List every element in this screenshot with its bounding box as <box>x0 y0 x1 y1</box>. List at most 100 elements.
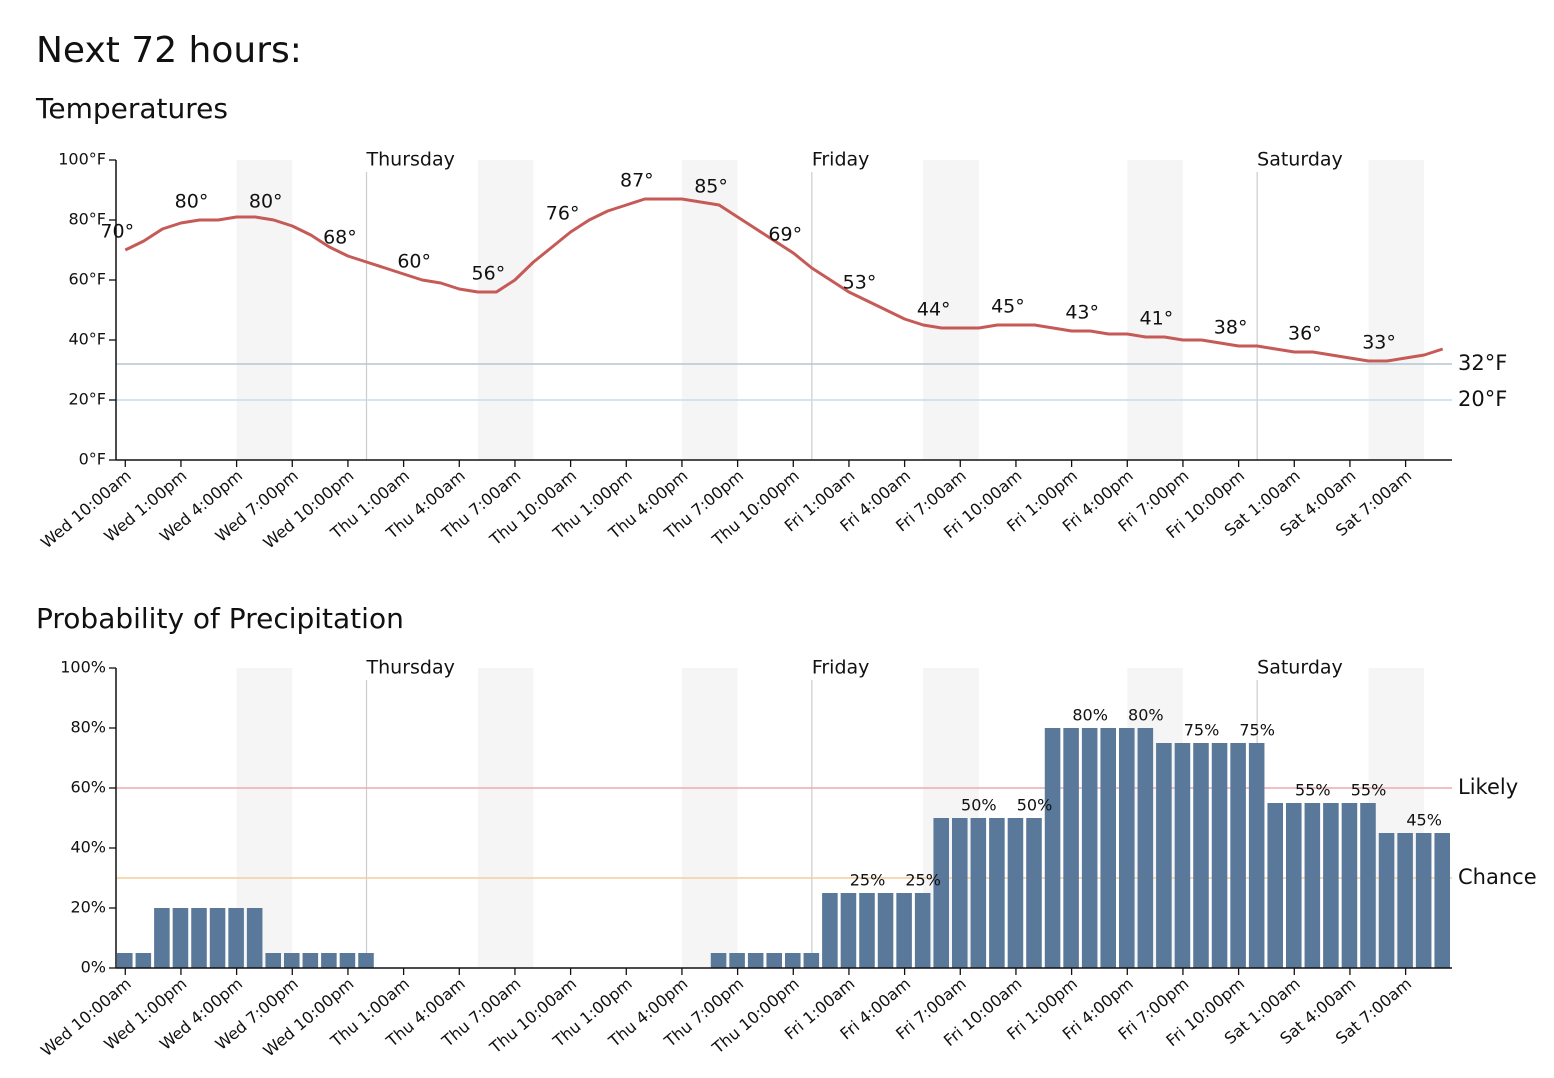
bar <box>747 953 764 968</box>
bar <box>877 893 894 968</box>
bar <box>1230 743 1246 968</box>
bar <box>154 908 170 968</box>
bar <box>1063 728 1079 968</box>
data-label: 41° <box>1140 308 1174 330</box>
bar <box>1341 803 1358 968</box>
data-label: 56° <box>472 263 506 285</box>
data-label: 85° <box>694 176 728 198</box>
data-label: 80% <box>1072 706 1108 725</box>
data-label: 53° <box>843 272 877 294</box>
bar <box>840 893 857 968</box>
y-tick-label: 80% <box>70 718 106 737</box>
data-label: 80° <box>249 191 283 213</box>
data-label: 55% <box>1351 781 1387 800</box>
bar <box>1119 728 1135 968</box>
bar <box>989 818 1005 968</box>
bar <box>1044 728 1061 968</box>
bar <box>766 953 782 968</box>
data-label: 75% <box>1239 721 1275 740</box>
night-band <box>1368 160 1425 460</box>
bar <box>284 953 300 968</box>
data-label: 69° <box>768 224 802 246</box>
y-tick-label: 60°F <box>68 270 106 289</box>
bar <box>246 908 263 968</box>
night-band <box>923 668 979 968</box>
reference-label: 32°F <box>1458 351 1507 375</box>
bar <box>785 953 801 968</box>
bar <box>265 953 281 968</box>
data-label: 70° <box>100 221 134 243</box>
y-tick-label: 0°F <box>79 450 106 469</box>
data-label: 50% <box>1017 796 1053 815</box>
data-label: 68° <box>323 227 357 249</box>
bar <box>1100 728 1116 968</box>
night-band <box>236 160 293 460</box>
bar <box>302 953 319 968</box>
bar <box>1081 728 1098 968</box>
bar <box>117 953 133 968</box>
bar <box>710 953 727 968</box>
night-band <box>477 160 534 460</box>
y-tick-label: 40% <box>70 838 106 857</box>
bar <box>970 818 987 968</box>
bar <box>135 953 152 968</box>
chart-title: Probability of Precipitation <box>36 602 404 635</box>
data-label: 87° <box>620 170 654 192</box>
bar <box>1267 803 1283 968</box>
bar <box>729 953 745 968</box>
temperature-line <box>124 197 1444 363</box>
bar <box>896 893 912 968</box>
night-band <box>681 668 738 968</box>
data-label: 45° <box>991 296 1025 318</box>
y-tick-label: 40°F <box>68 330 106 349</box>
bar <box>1026 818 1042 968</box>
data-label: 25% <box>850 871 886 890</box>
y-tick-label: 100°F <box>58 150 106 169</box>
bar <box>321 953 337 968</box>
reference-label: Chance <box>1458 865 1537 889</box>
data-label: 50% <box>961 796 997 815</box>
day-label: Saturday <box>1257 149 1343 171</box>
day-label: Thursday <box>366 149 455 171</box>
page-heading: Next 72 hours: <box>36 30 302 71</box>
night-band <box>1127 160 1183 460</box>
bar <box>339 953 356 968</box>
bar <box>859 893 875 968</box>
bar <box>1248 743 1265 968</box>
y-tick-label: 80°F <box>68 210 106 229</box>
data-label: 80° <box>175 191 209 213</box>
bar <box>1174 743 1191 968</box>
bar <box>209 908 226 968</box>
data-label: 55% <box>1295 781 1331 800</box>
bar <box>358 953 374 968</box>
bar <box>1415 833 1432 968</box>
bar <box>1378 833 1395 968</box>
y-tick-label: 20% <box>70 898 106 917</box>
bar <box>952 818 968 968</box>
day-label: Friday <box>812 149 870 171</box>
bar <box>1211 743 1228 968</box>
data-label: 25% <box>905 871 941 890</box>
day-label: Friday <box>812 657 870 679</box>
data-label: 36° <box>1288 323 1322 345</box>
bar <box>914 893 931 968</box>
bar <box>1304 803 1321 968</box>
day-label: Thursday <box>366 657 455 679</box>
bar <box>1007 818 1024 968</box>
bar <box>1286 803 1302 968</box>
night-band <box>1127 668 1183 968</box>
data-label: 45% <box>1406 811 1442 830</box>
bar <box>822 893 838 968</box>
y-tick-label: 20°F <box>68 390 106 409</box>
data-label: 75% <box>1184 721 1220 740</box>
reference-label: Likely <box>1458 775 1518 799</box>
data-label: 44° <box>917 299 951 321</box>
night-band <box>1368 668 1425 968</box>
data-label: 76° <box>546 203 580 225</box>
day-label: Saturday <box>1257 657 1343 679</box>
y-tick-label: 60% <box>70 778 106 797</box>
data-label: 60° <box>397 251 431 273</box>
reference-label: 20°F <box>1458 387 1507 411</box>
